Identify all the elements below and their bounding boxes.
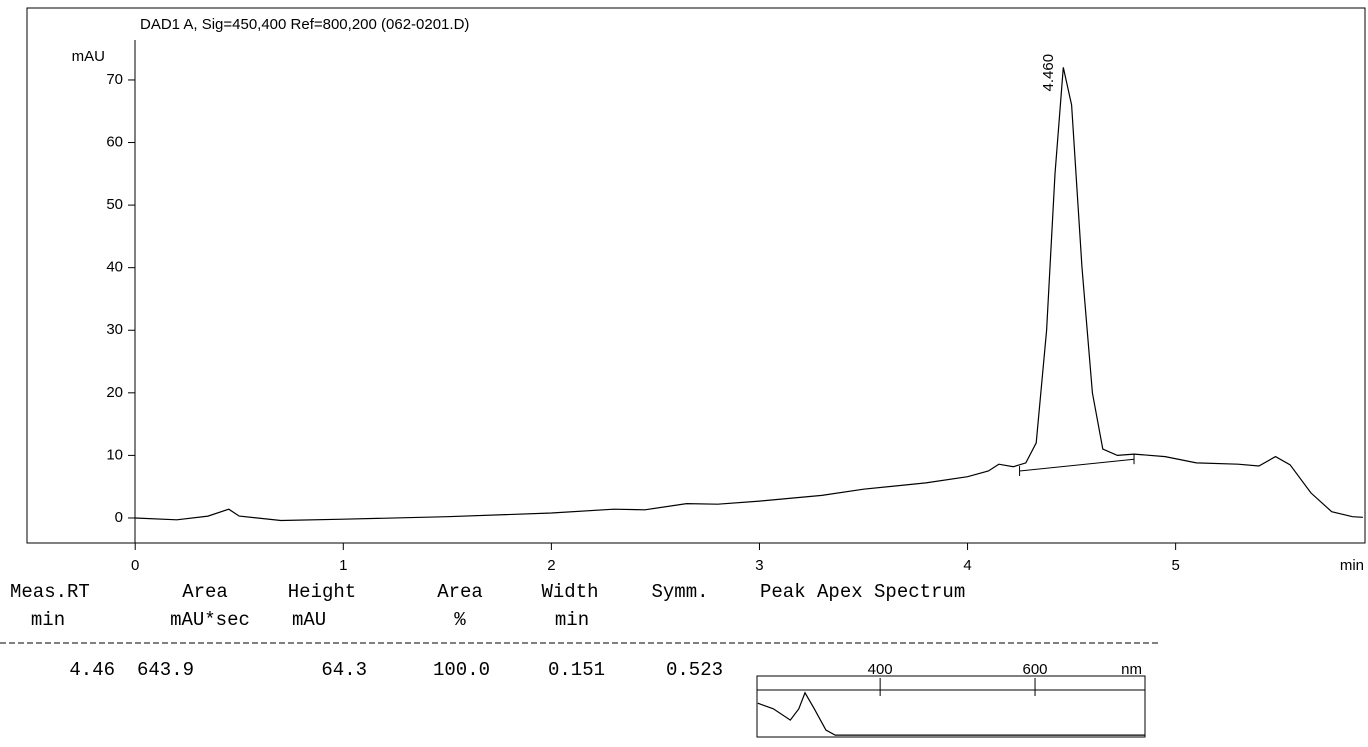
table-header: Area xyxy=(437,581,483,603)
x-tick-label: 1 xyxy=(339,557,347,574)
table-unit: min xyxy=(31,609,65,631)
table-header: Meas.RT xyxy=(10,581,90,603)
table-header: Peak Apex Spectrum xyxy=(760,581,965,603)
table-header: Height xyxy=(288,581,356,603)
y-tick-label: 0 xyxy=(115,509,123,526)
x-tick-label: 600 xyxy=(1023,661,1048,678)
x-tick-label: 4 xyxy=(963,557,971,574)
x-tick-label: 2 xyxy=(547,557,555,574)
y-axis-label: mAU xyxy=(72,48,105,65)
table-unit: % xyxy=(454,609,466,631)
y-tick-label: 70 xyxy=(106,71,123,88)
plot-frame xyxy=(26,7,1366,544)
y-tick-label: 10 xyxy=(106,446,123,463)
x-tick-label: 400 xyxy=(868,661,893,678)
y-tick-label: 30 xyxy=(106,321,123,338)
table-unit: mAU xyxy=(292,609,326,631)
trace xyxy=(135,67,1363,522)
peak-baseline xyxy=(1019,458,1135,472)
y-tick-label: 60 xyxy=(106,134,123,151)
table-cell: 0.151 xyxy=(548,659,605,681)
x-tick-label: 0 xyxy=(131,557,139,574)
chart-title: DAD1 A, Sig=450,400 Ref=800,200 (062-020… xyxy=(140,16,469,33)
y-tick-label: 20 xyxy=(106,384,123,401)
y-tick-label: 50 xyxy=(106,196,123,213)
table-header: Symm. xyxy=(651,581,708,603)
x-tick-label: 5 xyxy=(1171,557,1179,574)
table-cell: 64.3 xyxy=(321,659,367,681)
table-cell: 0.523 xyxy=(666,659,723,681)
table-header: Width xyxy=(541,581,598,603)
table-cell: 643.9 xyxy=(137,659,194,681)
table-cell: 100.0 xyxy=(433,659,490,681)
spectrum-frame xyxy=(756,675,1146,738)
x-tick-label: 3 xyxy=(755,557,763,574)
y-tick-label: 40 xyxy=(106,259,123,276)
table-cell: 4.46 xyxy=(69,659,115,681)
table-header: Area xyxy=(182,581,228,603)
peak-label: 4.460 xyxy=(1040,54,1057,92)
table-unit: mAU*sec xyxy=(170,609,250,631)
table-unit: min xyxy=(555,609,589,631)
x-axis-label: min xyxy=(1340,557,1364,574)
spectrum-x-label: nm xyxy=(1121,661,1142,678)
trace xyxy=(757,691,1145,736)
